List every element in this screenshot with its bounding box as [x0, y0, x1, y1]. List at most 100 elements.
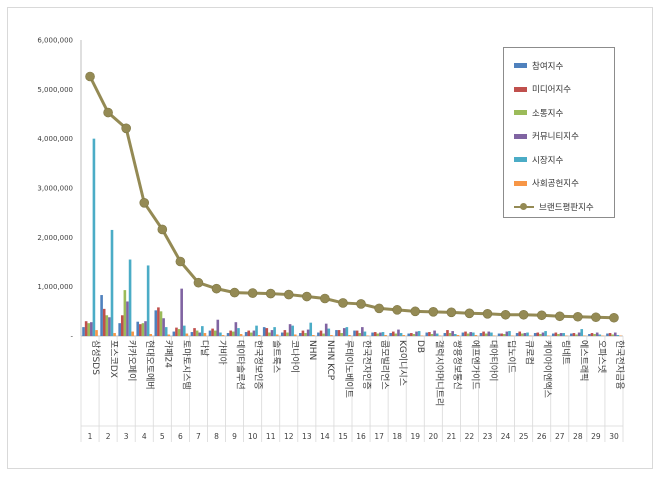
brand-index-point-15 [338, 298, 348, 308]
rank-label: 7 [196, 432, 201, 441]
legend-label: 브랜드평판지수 [539, 202, 594, 213]
category-label: 갤럭시아머니트리 [433, 340, 445, 406]
bar-3-17 [376, 333, 380, 336]
rank-label: 9 [232, 432, 237, 441]
bar-4-11 [270, 330, 274, 336]
bar-1-28 [570, 333, 573, 336]
y-tick-label: 5,000,000 [37, 86, 73, 94]
bar-5-13 [309, 322, 313, 336]
bar-1-22 [461, 332, 465, 336]
brand-index-point-20 [428, 307, 439, 317]
rank-label: 1 [88, 432, 93, 441]
bar-5-21 [453, 334, 457, 336]
category-label: 한국전자인증 [361, 340, 372, 390]
category-label: 링네트 [560, 340, 572, 365]
brand-index-point-4 [139, 198, 150, 208]
bar-6-3 [131, 331, 134, 336]
bar-5-3 [128, 259, 132, 336]
legend-item: 브랜드평판지수 [514, 195, 614, 219]
rank-label: 15 [338, 432, 348, 441]
y-tick-label: 2,000,000 [37, 234, 73, 242]
bar-3-1 [87, 323, 91, 336]
y-tick-label: 3,000,000 [37, 185, 73, 193]
bar-6-8 [221, 335, 225, 336]
legend-label: 커뮤니티지수 [532, 132, 579, 143]
brand-index-point-2 [103, 107, 113, 118]
category-label: 대아티아이 [488, 340, 499, 381]
brand-index-point-7 [193, 277, 204, 288]
category-label: 토마토시스템 [180, 340, 192, 390]
legend-line-swatch [514, 202, 534, 210]
bar-2-9 [229, 330, 232, 336]
bar-3-19 [412, 334, 416, 336]
bar-3-20 [430, 334, 434, 336]
bar-3-8 [213, 330, 217, 336]
bar-3-6 [177, 329, 181, 336]
bar-5-25 [526, 332, 529, 336]
bar-5-30 [616, 335, 620, 336]
bar-2-3 [120, 315, 124, 336]
rank-label: 2 [106, 432, 111, 441]
legend-swatch [514, 180, 527, 186]
chart-legend: 참여지수 미디어지수 소통지수 커뮤니티지수 시장지수 사회공헌지수 브랜드평판지수 [503, 47, 615, 218]
legend-label: 소통지수 [532, 108, 564, 119]
category-label: 코나아이 [289, 340, 300, 373]
bar-3-5 [159, 311, 163, 336]
bar-5-18 [399, 333, 403, 336]
bar-5-6 [182, 325, 186, 336]
bar-4-8 [216, 319, 220, 336]
category-label: 포스코DX [108, 340, 119, 378]
bar-4-25 [523, 333, 527, 336]
bar-3-22 [466, 333, 470, 336]
bar-4-2 [108, 317, 111, 336]
bar-4-13 [306, 329, 310, 336]
category-label: 카페24 [162, 340, 173, 368]
bar-1-27 [551, 333, 555, 336]
bar-1-1 [82, 327, 85, 336]
rank-label: 14 [320, 432, 330, 441]
category-label: 데이타솔루션 [235, 340, 246, 390]
brand-index-point-25 [518, 309, 529, 320]
bar-4-21 [451, 331, 454, 336]
bar-2-24 [500, 333, 503, 336]
category-label: 쌍용정보통신 [451, 340, 462, 390]
bar-2-21 [446, 330, 449, 336]
bar-3-21 [448, 333, 452, 336]
bar-3-14 [322, 333, 325, 336]
bar-3-16 [358, 333, 362, 336]
bar-4-1 [90, 322, 93, 336]
bar-1-17 [371, 332, 374, 336]
bar-1-24 [497, 333, 501, 336]
rank-label: 22 [465, 432, 475, 441]
bar-4-20 [433, 330, 436, 336]
bar-2-11 [265, 328, 269, 336]
brand-index-point-24 [500, 309, 511, 320]
bar-2-10 [247, 330, 251, 336]
brand-index-point-13 [302, 291, 312, 302]
bar-4-12 [288, 324, 292, 336]
category-label: 오파스넷 [596, 340, 607, 373]
bar-4-22 [469, 332, 473, 336]
bar-5-28 [580, 329, 584, 336]
legend-item: 커뮤니티지수 [514, 125, 614, 149]
bar-2-2 [102, 308, 106, 336]
bar-5-1 [92, 138, 96, 336]
category-label: KG이니시스 [397, 340, 408, 386]
bar-3-11 [268, 332, 271, 336]
category-label: 에스트래픽 [578, 340, 589, 381]
bar-2-12 [283, 330, 287, 336]
bar-4-23 [487, 331, 491, 336]
bar-5-27 [562, 333, 565, 336]
bar-4-3 [126, 301, 129, 336]
category-label: DB [415, 340, 425, 353]
bar-1-23 [479, 333, 483, 336]
brand-index-point-19 [410, 306, 421, 317]
bar-5-17 [381, 332, 385, 336]
bar-3-15 [340, 333, 343, 336]
bar-4-6 [180, 288, 183, 336]
legend-swatch [514, 157, 527, 163]
brand-index-point-3 [121, 123, 131, 134]
bar-1-16 [353, 330, 356, 336]
category-label: NHN KCP [325, 340, 335, 381]
